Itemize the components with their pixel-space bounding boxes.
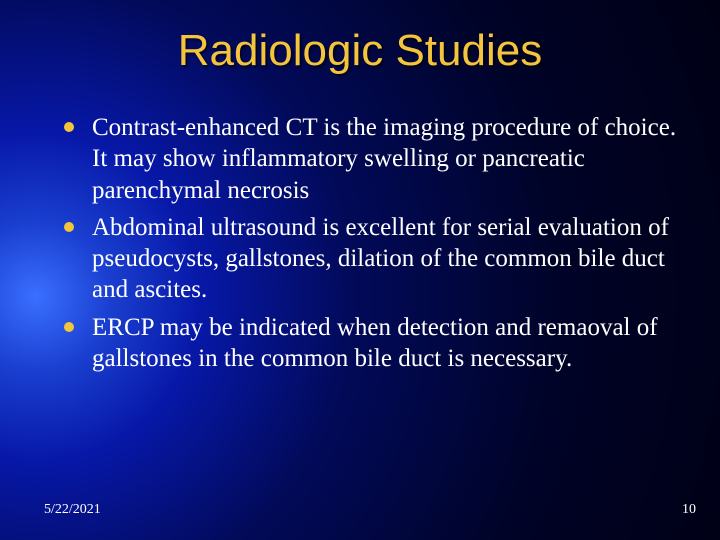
footer-page-number: 10 xyxy=(682,502,696,518)
slide: Radiologic Studies Contrast-enhanced CT … xyxy=(0,0,720,540)
footer-date: 5/22/2021 xyxy=(44,502,101,518)
slide-title: Radiologic Studies xyxy=(0,26,720,76)
list-item: Abdominal ultrasound is excellent for se… xyxy=(60,212,680,306)
list-item: Contrast-enhanced CT is the imaging proc… xyxy=(60,112,680,206)
slide-body: Contrast-enhanced CT is the imaging proc… xyxy=(60,112,680,380)
bullet-list: Contrast-enhanced CT is the imaging proc… xyxy=(60,112,680,374)
list-item: ERCP may be indicated when detection and… xyxy=(60,312,680,375)
